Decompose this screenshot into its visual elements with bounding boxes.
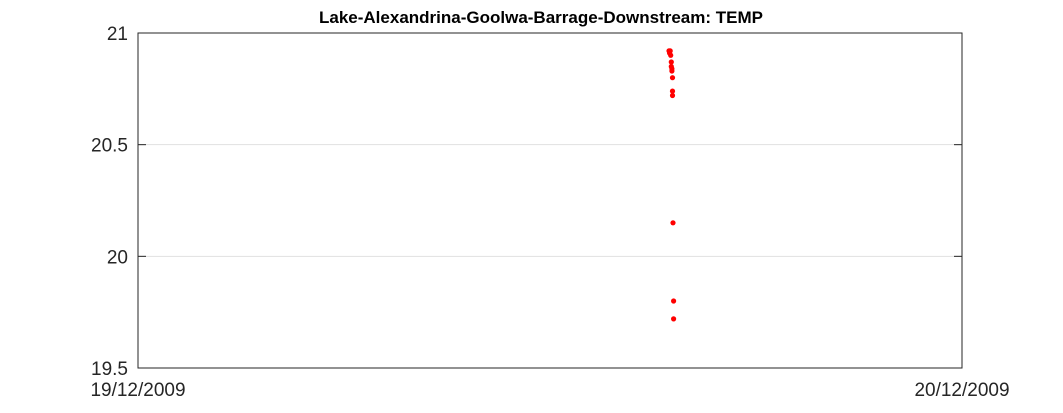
grid-lines: [138, 144, 962, 257]
data-point: [669, 75, 676, 81]
data-point: [669, 68, 675, 74]
data-point: [668, 52, 674, 58]
data-point: [671, 298, 677, 304]
chart-title: Lake-Alexandrina-Goolwa-Barrage-Downstre…: [319, 8, 763, 27]
data-points: [666, 48, 677, 322]
y-tick-label: 20.5: [91, 136, 128, 157]
data-point: [670, 220, 676, 226]
x-axis: 19/12/2009 20/12/2009: [90, 360, 1010, 401]
x-tick-label: 20/12/2009: [914, 380, 1009, 401]
data-point: [669, 88, 676, 94]
data-point: [669, 92, 676, 99]
y-axis: 19.5 20 20.5 21: [91, 24, 962, 380]
data-point: [668, 59, 674, 65]
y-tick-label: 20: [107, 247, 128, 268]
y-tick-label: 21: [107, 24, 128, 45]
data-point: [667, 48, 673, 54]
data-point: [671, 316, 677, 322]
plot-area: [137, 32, 963, 369]
x-tick-label: 19/12/2009: [90, 380, 185, 401]
y-tick-label: 19.5: [91, 359, 128, 380]
